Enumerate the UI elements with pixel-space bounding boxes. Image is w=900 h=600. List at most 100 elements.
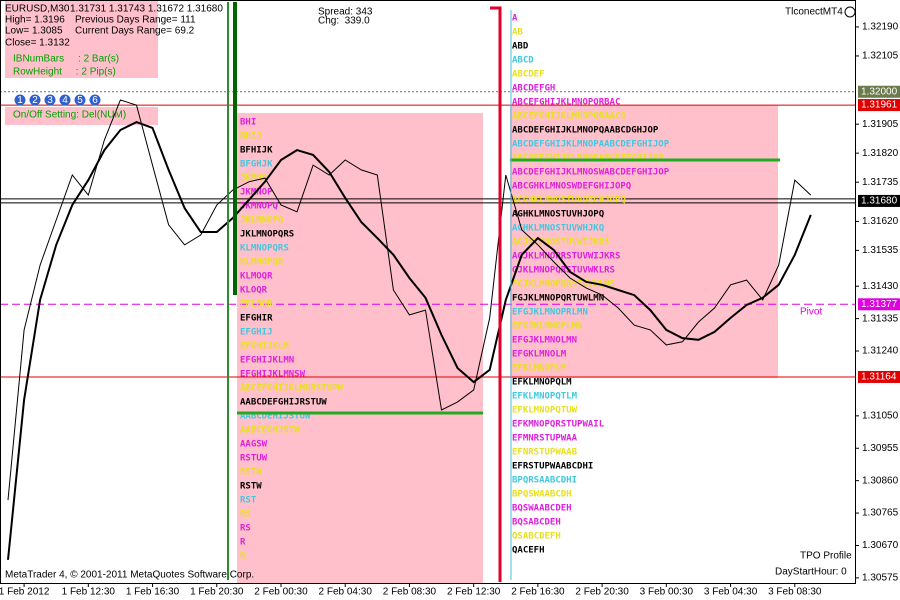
x-tick-label: 1 Feb 2012 [0, 587, 50, 598]
x-tick-label: 2 Feb 00:30 [254, 587, 308, 598]
tpo-row: JKLMNOPQ [240, 216, 284, 226]
tpo-row: ABCGHKLMNOSWDEFGHIJOPQ [512, 182, 632, 192]
tpo-row: EFGJKLMNOPRLMN [512, 308, 588, 318]
y-tick-label: 1.32190 [862, 22, 899, 33]
tpo-row: GJKLMNOPQRSTUVWKLRS [512, 266, 615, 276]
tpo-row: AGHKLMNOSTUVWHJKQ [512, 224, 605, 234]
price-tag-label: 1.31680 [861, 196, 898, 207]
tpo-row: KLMNOPQRS [240, 244, 289, 254]
button-label: 1 [17, 95, 23, 106]
y-tick-label: 1.30955 [862, 443, 899, 454]
y-tick-label: 1.31905 [862, 119, 899, 130]
tpo-row: BPQSWAABCDH [512, 490, 572, 500]
tpo-row: EFKLMNOPLM [512, 364, 567, 374]
tpo-row: ABCDEFGHIJKLMNOPAABCDEFGHIJOP [512, 140, 670, 150]
connection: TlconectMT4 [785, 7, 843, 18]
tpo-row: EFKMNOPQRSTUPWAIL [512, 420, 605, 430]
tpo-row: EFKLMNOPQTUW [512, 406, 578, 416]
info-panel [5, 0, 158, 78]
tpo-row: BPQRSAABCDHI [512, 476, 577, 486]
tpo-row: EFKLMNOPQLM [512, 378, 572, 388]
tpo-row: AB [512, 28, 523, 38]
tpo-row: JKMNOPQ [240, 202, 279, 212]
tpo-row: A [512, 14, 518, 24]
y-tick-label: 1.31735 [862, 177, 899, 188]
tpo-row: AABCEGHJSTW [240, 426, 300, 436]
tpo-row: RS [240, 510, 251, 520]
info-text: High= 1.3196 [5, 15, 65, 26]
tpo-row: EFGHIJKLM [240, 342, 289, 352]
settings-panel [5, 107, 158, 125]
price-tag [858, 194, 900, 207]
profile-area [237, 113, 483, 583]
x-tick-label: 3 Feb 08:30 [768, 587, 822, 598]
x-tick-label: 2 Feb 08:30 [383, 587, 437, 598]
tpo-row: EFGHIJKLMN [240, 356, 294, 366]
tpo-row: KLOQR [240, 286, 268, 296]
tpo-row: AGJKLMNOPRSTUVWIJKRS [512, 252, 620, 262]
price-tag [858, 99, 900, 112]
tpo-row: RSTUW [240, 454, 268, 464]
x-tick-label: 1 Feb 16:30 [126, 587, 180, 598]
tpo-row: EFNRSTUPWAAB [512, 448, 578, 458]
tpo-row: ABCDEFGH [512, 84, 555, 94]
button[interactable] [89, 94, 101, 106]
price-tag [858, 370, 900, 383]
tpo-row: ABCDEFGHIJKLMNOPQAABCDGHJOP [512, 126, 659, 136]
info-text: On/Off Setting: Del(NUM) [13, 110, 126, 121]
tpo-row: EFGJKLMNOPLMN [512, 322, 582, 332]
x-tick-label: 2 Feb 12:30 [447, 587, 501, 598]
y-tick-label: 1.31535 [862, 245, 899, 256]
button-label: 5 [77, 95, 83, 106]
price-tag-label: 1.31164 [861, 372, 897, 383]
y-tick-label: 1.31240 [862, 346, 899, 357]
info-text: Current Days Range= 69.2 [75, 26, 195, 37]
tpo-row: RSTW [240, 482, 262, 492]
info-text: RowHeight : 2 Pip(s) [13, 67, 116, 78]
button[interactable] [44, 94, 56, 106]
tpo-row: QACEFH [512, 546, 545, 556]
tpo-row: BQSWAABCDEH [512, 504, 572, 514]
tpo-row: EFRSTUPWAABCDHI [512, 462, 593, 472]
profile-area [510, 105, 778, 378]
button[interactable] [29, 94, 41, 106]
spread: Spread: 343 [318, 7, 373, 18]
tpo-row: FGJKLMNOPQRSTUVWLMS [512, 280, 615, 290]
session-bracket [490, 6, 502, 582]
tpo-row: AGJKLMNOSTUVWIJKRS [512, 238, 610, 248]
price-tag-label: 1.32000 [861, 86, 898, 97]
tpo-row: ABCEFGHIJKLMNOPQRAACG [512, 112, 626, 122]
indicator-setting: DayStartHour: 0 [775, 567, 847, 578]
price-line-series [7, 121, 812, 560]
button[interactable] [14, 94, 26, 106]
tpo-row: EFGHIJ [240, 328, 273, 338]
plot-frame [0, 0, 856, 584]
tpo-row: RST [240, 496, 257, 506]
tpo-row: JKLMNOPQRS [240, 230, 294, 240]
tpo-row: QSABCDEFH [512, 532, 561, 542]
tpo-row: EFLOQR [240, 300, 273, 310]
indicator-name: TPO Profile [800, 551, 852, 562]
tpo-row: EFMNRSTUPWAA [512, 434, 578, 444]
button[interactable] [59, 94, 71, 106]
tpo-row: AAGSW [240, 440, 268, 450]
tpo-row: EFGHIJKLMNSW [240, 370, 306, 380]
button[interactable] [74, 94, 86, 106]
tpo-row: AGHKLMNOSTUVHJOPQ [512, 210, 605, 220]
tpo-row: R [240, 552, 246, 562]
y-tick-label: 1.30765 [862, 508, 899, 519]
ohlc: 1.31731 1.31743 1.31672 1.31680 [70, 4, 223, 15]
tpo-row: BQSABCDEH [512, 518, 561, 528]
tpo-row: ABCEFGHIJKLMNOPQRBAC [512, 98, 620, 108]
price-tag-label: 1.31377 [861, 299, 898, 310]
tpo-row: EFKLMNOPQTLM [512, 392, 578, 402]
y-tick-label: 1.30860 [862, 475, 899, 486]
tpo-row: ABCEFGHIJKLMNRSTUPW [240, 384, 344, 394]
tpo-row: RSTW [240, 468, 262, 478]
tpo-row: KLMNOPQR [240, 258, 284, 268]
tpo-row: R [240, 538, 246, 548]
x-tick-label: 3 Feb 00:30 [640, 587, 694, 598]
tpo-row: BFGHJK [240, 160, 273, 170]
x-tick-label: 2 Feb 04:30 [319, 587, 373, 598]
